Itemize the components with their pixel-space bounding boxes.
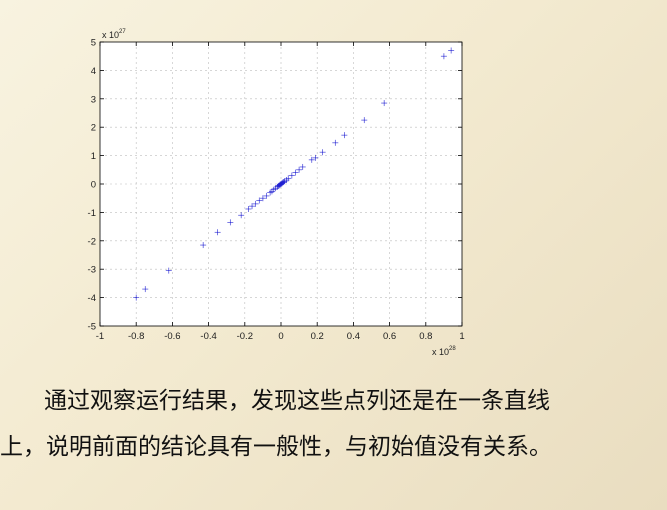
x-tick-label: 1 <box>459 331 464 342</box>
data-point <box>440 53 447 60</box>
data-point <box>252 200 259 207</box>
data-point <box>341 132 348 139</box>
scatter-plot: -1 -0.8 -0.6 -0.4 -0.2 0 0.2 0.4 0.6 0.8 1 5 4 3 2 1 0 -1… <box>88 29 465 357</box>
data-point <box>319 149 326 156</box>
data-point <box>200 242 207 249</box>
data-point <box>165 267 172 274</box>
data-point <box>285 175 292 182</box>
data-point <box>133 294 140 301</box>
x-tick-label: -1 <box>96 331 104 342</box>
x-tick-label: -0.6 <box>164 331 180 342</box>
data-point <box>332 139 339 146</box>
x-tick-label: 0.4 <box>347 331 360 342</box>
y-tick-label: 3 <box>91 94 96 105</box>
x-tick-label: 0.6 <box>383 331 396 342</box>
data-point <box>288 172 295 179</box>
y-exponent: 27 <box>119 29 126 35</box>
data-point <box>312 154 319 161</box>
data-point <box>214 229 221 236</box>
data-point <box>308 156 315 163</box>
data-point <box>259 195 266 202</box>
scatter-figure: -1 -0.8 -0.6 -0.4 -0.2 0 0.2 0.4 0.6 0.8 1 5 4 3 2 1 0 -1… <box>80 24 480 364</box>
y-tick-label: 0 <box>91 180 96 191</box>
y-tick-label: 2 <box>91 123 96 134</box>
y-tick-label: -4 <box>88 293 96 304</box>
y-tick-label: -2 <box>88 236 96 247</box>
data-point <box>292 169 299 176</box>
data-point <box>448 47 455 54</box>
data-point <box>245 205 252 212</box>
y-tick-label: -1 <box>88 208 96 219</box>
x-tick-label: 0.2 <box>311 331 324 342</box>
data-point <box>249 203 256 210</box>
data-point <box>227 219 234 226</box>
data-point <box>361 117 368 124</box>
y-tick-label: -5 <box>88 322 96 333</box>
x-tick-label: -0.2 <box>237 331 253 342</box>
y-tick-label: 5 <box>91 38 96 49</box>
y-tick-label: 4 <box>91 66 96 77</box>
x-tick-label: -0.4 <box>200 331 216 342</box>
data-point <box>296 166 303 173</box>
caption-line-2: 上，说明前面的结论具有一般性，与初始值没有关系。 <box>0 434 552 460</box>
data-point <box>256 197 263 204</box>
y-exponent-label: x 1027 <box>102 29 126 40</box>
caption-text: 通过观察运行结果，发现这些点列还是在一条直线 上，说明前面的结论具有一般性，与初… <box>0 378 667 470</box>
x-tick-label: 0 <box>278 331 283 342</box>
data-point <box>299 163 306 170</box>
y-tick-label: 1 <box>91 151 96 162</box>
x-tick-label: 0.8 <box>419 331 432 342</box>
x-tick-label: -0.8 <box>128 331 144 342</box>
caption-line-1: 通过观察运行结果，发现这些点列还是在一条直线 <box>44 388 550 414</box>
y-tick-label: -3 <box>88 265 96 276</box>
data-point <box>381 100 388 107</box>
data-point <box>263 192 270 199</box>
x-exponent-label: x 1028 <box>432 346 456 357</box>
data-point <box>238 212 245 219</box>
x-exponent: 28 <box>449 346 456 352</box>
data-point <box>142 286 149 293</box>
